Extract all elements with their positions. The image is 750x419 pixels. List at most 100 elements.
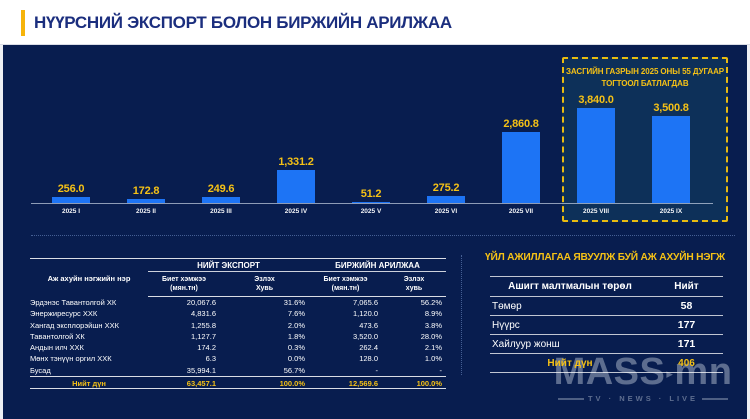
value-cell: 128.0 xyxy=(359,354,378,364)
x-axis-tick-label: 2025 III xyxy=(210,208,232,215)
value-cell: 3.8% xyxy=(424,320,442,330)
x-axis-tick-label: 2025 IX xyxy=(659,208,683,215)
bar-value-label: 275.2 xyxy=(432,182,460,195)
bar-value-label: 3,500.8 xyxy=(653,102,689,115)
entity-name-cell: Нийт дүн xyxy=(72,379,106,389)
export-table-row: Андын илч ХХК 174.2 0.3% 262.4 2.1% xyxy=(30,342,446,353)
chart-bar xyxy=(202,196,240,203)
value-cell: - xyxy=(375,365,379,375)
value-cell: 8.9% xyxy=(424,309,442,319)
chart-bar xyxy=(277,170,315,203)
value-cell: 2.0% xyxy=(287,320,305,330)
chart-bar xyxy=(577,107,615,203)
column-header-mineral-type: Ашигт малтмалын төрөл xyxy=(508,281,632,292)
title-accent-bar xyxy=(21,10,25,36)
x-axis-tick-label: 2025 VI xyxy=(434,208,458,215)
bar-value-label: 51.2 xyxy=(360,187,382,200)
export-table-row: Мөнх тэнүүн оргил ХХК 6.3 0.0% 128.0 1.0% xyxy=(30,353,446,364)
value-cell: 100.0% xyxy=(416,379,442,389)
value-cell: 6.3 xyxy=(205,354,216,364)
entity-name-cell: Энержиресурс ХХК xyxy=(30,309,98,319)
mineral-type-cell: Төмөр xyxy=(492,301,522,312)
horizontal-dotted-divider xyxy=(31,235,735,236)
entities-panel: ҮЙЛ АЖИЛЛАГАА ЯВУУЛЖ БУЙ АЖ АХУЙН НЭГЖ А… xyxy=(485,252,731,373)
chart-bar xyxy=(502,132,540,203)
subheader-volume-2: Биет хэмжээ (мян.тн) xyxy=(309,272,382,297)
value-cell: 473.6 xyxy=(359,320,378,330)
bar-value-label: 1,331.2 xyxy=(278,156,314,169)
value-cell: - xyxy=(439,365,443,375)
mineral-type-cell: Нүүрс xyxy=(492,320,520,331)
entities-table-total-row: Нийт дүн 406 xyxy=(490,354,723,373)
bar-value-label: 249.6 xyxy=(207,182,235,195)
entity-name-cell: Хангад эксплорэйшн ХХК xyxy=(30,320,119,330)
entities-table-header: Ашигт малтмалын төрөл Нийт xyxy=(490,277,723,297)
value-cell: 0.0% xyxy=(287,354,305,364)
value-cell: 174.2 xyxy=(197,343,216,353)
export-table: Аж ахуйн нэгжийн нэр НИЙТ ЭКСПОРТ БИРЖИЙ… xyxy=(30,258,446,390)
x-axis-line xyxy=(31,203,713,204)
value-cell: 31.6% xyxy=(283,298,305,307)
value-cell: 7.6% xyxy=(287,309,305,319)
export-table-row: Бусад 35,994.1 56.7% - - xyxy=(30,365,446,376)
value-cell: 2.1% xyxy=(424,343,442,353)
value-cell: 20,067.6 xyxy=(186,298,216,307)
value-cell: 100.0% xyxy=(279,379,305,389)
value-cell: 56.2% xyxy=(420,298,442,307)
value-cell: 7,065.6 xyxy=(352,298,378,307)
chart-bar xyxy=(127,198,165,203)
x-axis-tick-label: 2025 VII xyxy=(508,208,534,215)
column-group-total-export: НИЙТ ЭКСПОРТ xyxy=(148,259,309,272)
subheader-share-1: Эзлэх Хувь xyxy=(220,272,309,297)
x-axis-tick-label: 2025 IV xyxy=(284,208,308,215)
export-table-row: Энержиресурс ХХК 4,831.6 7.6% 1,120.0 8.9% xyxy=(30,308,446,319)
chart-bar xyxy=(352,201,390,203)
entity-name-cell: Бусад xyxy=(30,365,51,375)
vertical-dotted-divider xyxy=(461,255,462,375)
value-cell: 1.0% xyxy=(424,354,442,364)
value-cell: 4,831.6 xyxy=(190,309,216,319)
page-header: НҮҮРСНИЙ ЭКСПОРТ БОЛОН БИРЖИЙН АРИЛЖАА xyxy=(0,0,750,45)
value-cell: 28.0% xyxy=(420,331,442,341)
value-cell: 0.3% xyxy=(287,343,305,353)
export-table-row: Эрдэнэс Тавантолгой ХК 20,067.6 31.6% 7,065… xyxy=(30,297,446,308)
entity-name-cell: Эрдэнэс Тавантолгой ХК xyxy=(30,298,117,307)
subheader-volume-1: Биет хэмжээ (мян.тн) xyxy=(148,272,220,297)
export-table-header: Аж ахуйн нэгжийн нэр НИЙТ ЭКСПОРТ БИРЖИЙ… xyxy=(30,258,446,297)
entities-table-row: Нүүрс 177 xyxy=(490,316,723,335)
subheader-share-2: Эзлэх хувь xyxy=(382,272,446,297)
mineral-type-cell: Хайлуур жонш xyxy=(492,339,560,350)
entity-name-cell: Мөнх тэнүүн оргил ХХК xyxy=(30,354,112,364)
value-cell: 63,457.1 xyxy=(186,379,216,389)
entity-name-cell: Андын илч ХХК xyxy=(30,343,84,353)
value-cell: 1,120.0 xyxy=(352,309,378,319)
bar-chart: ЗАСГИЙН ГАЗРЫН 2025 ОНЫ 55 ДУГААР ТОГТОО… xyxy=(3,45,747,240)
value-cell: 12,569.6 xyxy=(348,379,378,389)
annotation-line-2: ТОГТООЛ БАТЛАГДАВ xyxy=(601,78,689,88)
chart-bar xyxy=(427,196,465,203)
entities-table: Ашигт малтмалын төрөл Нийт Төмөр 58 Нүүрс 1… xyxy=(490,276,723,373)
bar-value-label: 3,840.0 xyxy=(578,93,614,106)
count-cell: 171 xyxy=(677,338,696,350)
bar-value-label: 256.0 xyxy=(57,182,85,195)
value-cell: 262.4 xyxy=(359,343,378,353)
entity-name-cell: Тавантолгой ХК xyxy=(30,331,85,341)
entities-table-row: Төмөр 58 xyxy=(490,297,723,316)
export-table-row: Тавантолгой ХК 1,127.7 1.8% 3,520.0 28.0% xyxy=(30,331,446,342)
page-title: НҮҮРСНИЙ ЭКСПОРТ БОЛОН БИРЖИЙН АРИЛЖАА xyxy=(34,13,452,32)
value-cell: 1.8% xyxy=(287,331,305,341)
x-axis-tick-label: 2025 V xyxy=(360,208,382,215)
value-cell: 1,127.7 xyxy=(190,331,216,341)
infographic-panel: ЗАСГИЙН ГАЗРЫН 2025 ОНЫ 55 ДУГААР ТОГТОО… xyxy=(3,45,747,419)
watermark-tagline: TV · NEWS · LIVE xyxy=(536,394,750,403)
value-cell: 56.7% xyxy=(283,365,305,375)
count-cell: 58 xyxy=(680,300,693,312)
bar-value-label: 2,860.8 xyxy=(503,118,539,131)
value-cell: 1,255.8 xyxy=(190,320,216,330)
value-cell: 3,520.0 xyxy=(352,331,378,341)
count-cell: 177 xyxy=(677,319,696,331)
chart-bar xyxy=(652,116,690,203)
x-axis-tick-label: 2025 I xyxy=(61,208,81,215)
chart-bar xyxy=(52,196,90,203)
export-table-row: Хангад эксплорэйшн ХХК 1,255.8 2.0% 473.6 3.… xyxy=(30,320,446,331)
